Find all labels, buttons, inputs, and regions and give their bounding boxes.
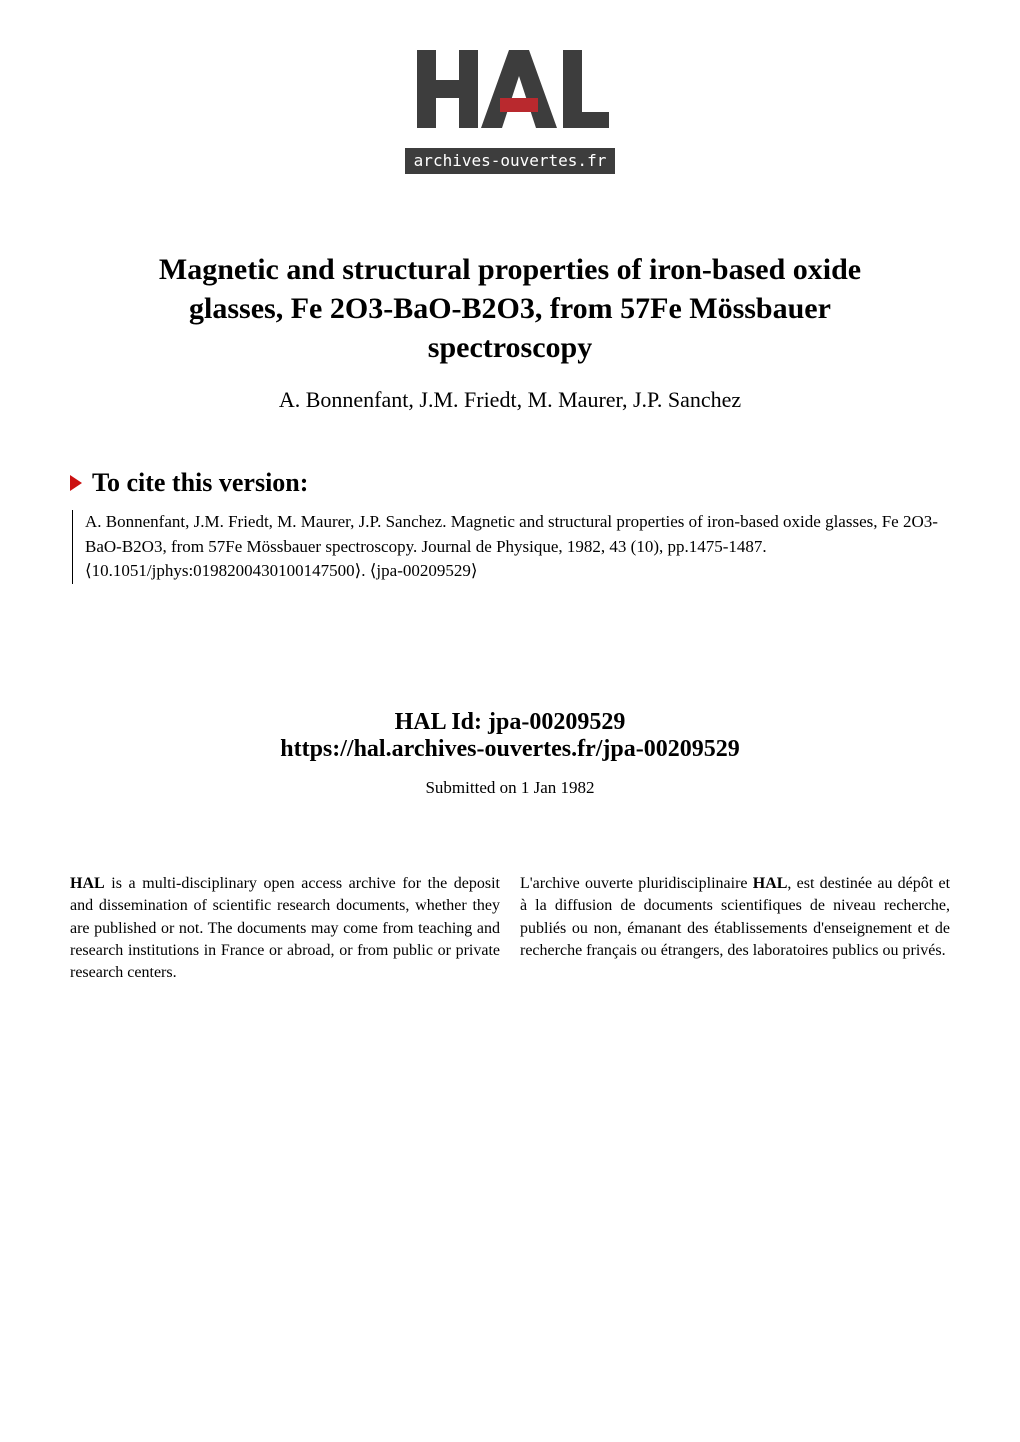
hal-url[interactable]: https://hal.archives-ouvertes.fr/jpa-002… [70, 736, 950, 763]
hal-id-line: HAL Id: jpa-00209529 [70, 709, 950, 736]
submitted-date: Submitted on 1 Jan 1982 [70, 778, 950, 798]
hal-logo-block: archives-ouvertes.fr [70, 40, 950, 190]
authors-line: A. Bonnenfant, J.M. Friedt, M. Maurer, J… [70, 387, 950, 413]
title-line-2: glasses, Fe 2O3-BaO-B2O3, from 57Fe Möss… [189, 292, 831, 325]
paper-title: Magnetic and structural properties of ir… [90, 250, 930, 367]
logo-subtext: archives-ouvertes.fr [414, 151, 607, 170]
column-left: HAL is a multi-disciplinary open access … [70, 873, 500, 985]
hal-logo: archives-ouvertes.fr [405, 40, 615, 185]
hal-id-value: jpa-00209529 [488, 709, 625, 735]
citation-text: A. Bonnenfant, J.M. Friedt, M. Maurer, J… [72, 510, 950, 584]
col-left-text: is a multi-disciplinary open access arch… [70, 875, 500, 982]
description-columns: HAL is a multi-disciplinary open access … [70, 873, 950, 985]
col-right-bold: HAL [753, 875, 788, 892]
cite-heading: To cite this version: [92, 468, 308, 498]
title-line-3: spectroscopy [428, 331, 592, 364]
column-right: L'archive ouverte pluridisciplinaire HAL… [520, 873, 950, 985]
hal-id-block: HAL Id: jpa-00209529 https://hal.archive… [70, 709, 950, 763]
col-right-pre: L'archive ouverte pluridisciplinaire [520, 875, 753, 892]
title-line-1: Magnetic and structural properties of ir… [159, 253, 861, 286]
col-left-bold: HAL [70, 875, 105, 892]
hal-id-label: HAL Id: [395, 709, 488, 735]
cite-triangle-icon [70, 475, 82, 491]
cite-header: To cite this version: [70, 468, 950, 498]
